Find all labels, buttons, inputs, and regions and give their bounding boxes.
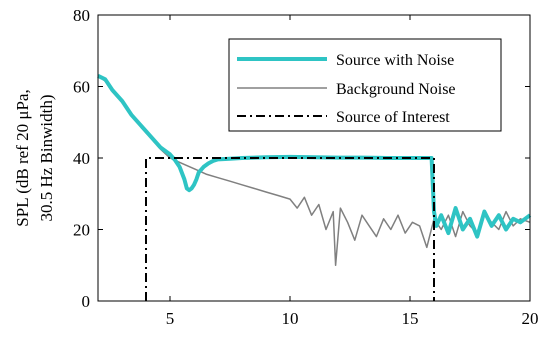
y-tick-label-20: 20 bbox=[73, 221, 90, 240]
x-tick-label-5: 5 bbox=[166, 309, 175, 328]
axis-ticks: 5 10 15 20 0 20 40 60 80 bbox=[73, 6, 539, 328]
x-tick-label-20: 20 bbox=[522, 309, 539, 328]
series-line-source-of-interest bbox=[145, 157, 435, 301]
y-tick-label-0: 0 bbox=[82, 292, 91, 311]
legend: Source with Noise Background Noise Sourc… bbox=[228, 38, 502, 132]
y-axis-label-line-1: SPL (dB ref 20 μPa, bbox=[13, 89, 32, 226]
series-line-source-with-noise bbox=[97, 74, 532, 239]
legend-label-source-with-noise: Source with Noise bbox=[336, 52, 454, 69]
x-tick-label-15: 15 bbox=[402, 309, 419, 328]
y-tick-label-80: 80 bbox=[73, 6, 90, 25]
legend-label-source-of-interest: Source of Interest bbox=[336, 109, 450, 126]
legend-label-background-noise: Background Noise bbox=[336, 81, 456, 98]
x-tick-label-10: 10 bbox=[282, 309, 299, 328]
y-tick-label-60: 60 bbox=[73, 78, 90, 97]
y-axis-label-line-2: 30.5 Hz Binwidth) bbox=[37, 94, 56, 221]
y-tick-label-40: 40 bbox=[73, 149, 90, 168]
plot-content bbox=[97, 74, 532, 301]
legend-box bbox=[228, 38, 502, 132]
